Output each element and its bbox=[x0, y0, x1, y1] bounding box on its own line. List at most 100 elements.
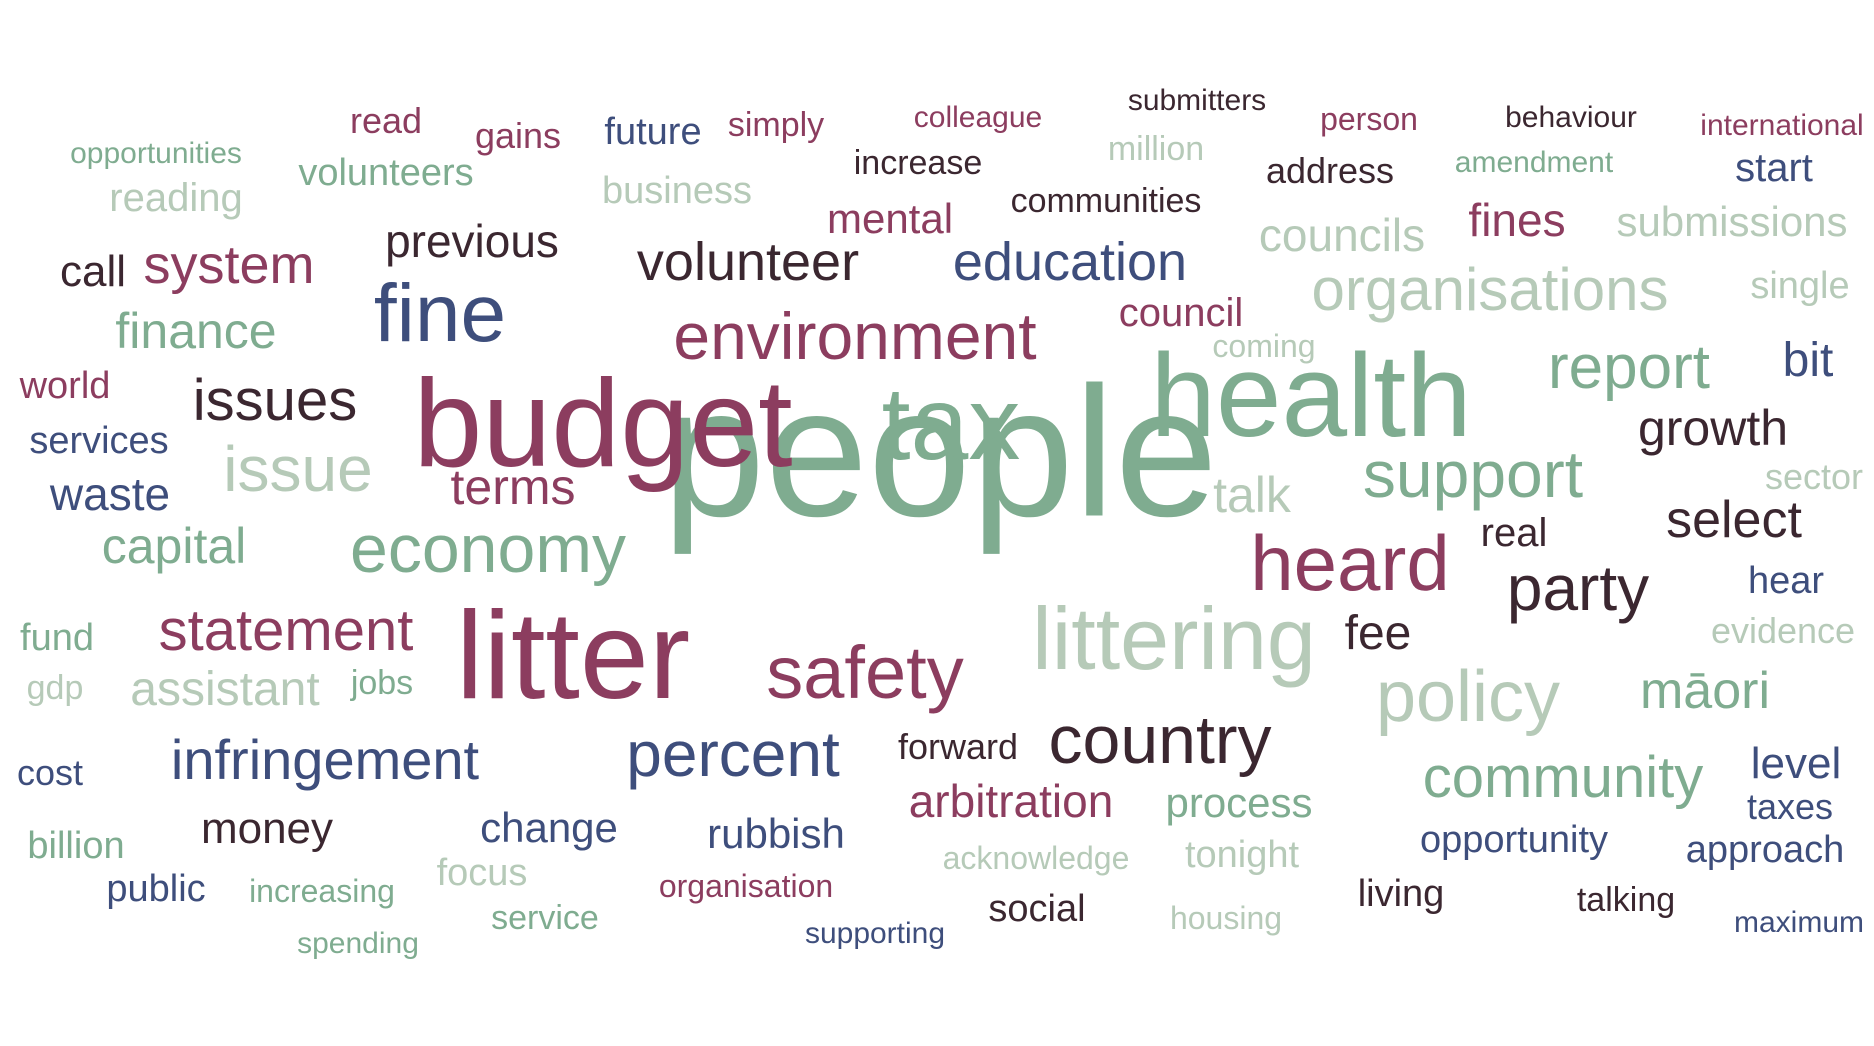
word-hear: hear bbox=[1747, 560, 1825, 602]
word-gdp: gdp bbox=[26, 669, 84, 707]
word-people: people bbox=[662, 349, 1218, 556]
word-education: education bbox=[952, 232, 1188, 292]
word-fee: fee bbox=[1344, 607, 1412, 660]
word-start: start bbox=[1735, 146, 1813, 190]
word-environment: environment bbox=[673, 299, 1037, 373]
word-issue: issue bbox=[223, 433, 373, 505]
word-system: system bbox=[143, 235, 315, 295]
word-business: business bbox=[602, 170, 752, 212]
word-talk: talk bbox=[1213, 467, 1291, 523]
word-living: living bbox=[1357, 873, 1445, 915]
word-litter: litter bbox=[455, 587, 691, 725]
word-process: process bbox=[1165, 779, 1313, 826]
word-fine: fine bbox=[373, 268, 507, 359]
word-increase: increase bbox=[853, 144, 983, 182]
word-social: social bbox=[988, 888, 1086, 930]
word-organisation: organisation bbox=[658, 868, 834, 904]
word-single: single bbox=[1750, 265, 1850, 307]
word-waste: waste bbox=[49, 468, 171, 520]
word-supporting: supporting bbox=[804, 917, 946, 950]
word-international: international bbox=[1700, 109, 1864, 142]
word-maximum: maximum bbox=[1733, 906, 1865, 939]
word-level: level bbox=[1750, 739, 1842, 788]
word-council: council bbox=[1118, 291, 1244, 335]
word-heard: heard bbox=[1250, 519, 1450, 607]
word-billion: billion bbox=[27, 825, 125, 867]
word-housing: housing bbox=[1169, 900, 1283, 936]
word-future: future bbox=[604, 111, 702, 153]
word-fund: fund bbox=[20, 617, 94, 659]
word-volunteers: volunteers bbox=[298, 152, 474, 194]
word-increasing: increasing bbox=[249, 873, 395, 909]
word-call: call bbox=[59, 247, 127, 296]
word-budget: budget bbox=[413, 355, 793, 493]
word-tax: tax bbox=[881, 366, 1021, 482]
word-percent: percent bbox=[626, 718, 840, 790]
word-approach: approach bbox=[1685, 829, 1845, 871]
word-party: party bbox=[1506, 552, 1650, 624]
word-public: public bbox=[106, 868, 206, 910]
word-forward: forward bbox=[897, 726, 1019, 767]
word-littering: littering bbox=[1032, 589, 1316, 688]
word-maori: māori bbox=[1639, 662, 1771, 720]
word-million: million bbox=[1107, 130, 1205, 168]
word-real: real bbox=[1480, 511, 1548, 555]
word-terms: terms bbox=[450, 459, 576, 515]
word-submitters: submitters bbox=[1127, 84, 1267, 117]
word-safety: safety bbox=[766, 631, 964, 714]
word-arbitration: arbitration bbox=[908, 775, 1114, 827]
word-issues: issues bbox=[192, 368, 358, 433]
word-volunteer: volunteer bbox=[636, 232, 860, 292]
word-opportunities: opportunities bbox=[70, 137, 242, 170]
word-cost: cost bbox=[16, 752, 84, 793]
word-amendment: amendment bbox=[1454, 146, 1614, 179]
word-infringement: infringement bbox=[170, 728, 480, 791]
word-select: select bbox=[1666, 491, 1802, 549]
word-capital: capital bbox=[101, 518, 247, 574]
word-coming: coming bbox=[1212, 328, 1316, 364]
word-sector: sector bbox=[1764, 456, 1864, 497]
word-finance: finance bbox=[115, 303, 277, 359]
word-assistant: assistant bbox=[130, 663, 320, 716]
word-growth: growth bbox=[1637, 400, 1789, 456]
word-jobs: jobs bbox=[350, 664, 414, 702]
word-simply: simply bbox=[727, 106, 825, 144]
word-money: money bbox=[200, 804, 334, 853]
word-address: address bbox=[1265, 150, 1395, 191]
word-taxes: taxes bbox=[1746, 786, 1834, 827]
word-opportunity: opportunity bbox=[1419, 819, 1609, 861]
word-country: country bbox=[1048, 702, 1272, 778]
word-mental: mental bbox=[826, 195, 954, 242]
word-tonight: tonight bbox=[1184, 834, 1300, 876]
word-spending: spending bbox=[297, 927, 419, 960]
word-acknowledge: acknowledge bbox=[942, 840, 1130, 876]
word-policy: policy bbox=[1375, 657, 1561, 737]
word-community: community bbox=[1422, 745, 1704, 810]
word-fines: fines bbox=[1468, 194, 1566, 246]
word-councils: councils bbox=[1258, 209, 1426, 261]
word-economy: economy bbox=[350, 511, 626, 587]
word-organisations: organisations bbox=[1311, 256, 1669, 323]
word-health: health bbox=[1150, 330, 1472, 462]
word-communities: communities bbox=[1010, 182, 1202, 220]
word-rubbish: rubbish bbox=[707, 810, 845, 857]
word-support: support bbox=[1362, 437, 1584, 511]
word-behaviour: behaviour bbox=[1505, 101, 1637, 134]
word-statement: statement bbox=[158, 598, 414, 663]
word-submissions: submissions bbox=[1616, 198, 1848, 245]
word-report: report bbox=[1548, 333, 1710, 402]
word-read: read bbox=[349, 100, 423, 141]
word-colleague: colleague bbox=[913, 101, 1043, 134]
word-gains: gains bbox=[474, 115, 562, 156]
word-services: services bbox=[29, 420, 169, 462]
word-change: change bbox=[480, 804, 618, 851]
word-previous: previous bbox=[385, 215, 559, 267]
word-focus: focus bbox=[436, 852, 528, 894]
word-talking: talking bbox=[1576, 881, 1676, 919]
word-evidence: evidence bbox=[1710, 610, 1856, 651]
word-person: person bbox=[1320, 101, 1418, 137]
word-service: service bbox=[491, 899, 599, 937]
word-bit: bit bbox=[1782, 334, 1834, 387]
word-reading: reading bbox=[109, 176, 243, 220]
